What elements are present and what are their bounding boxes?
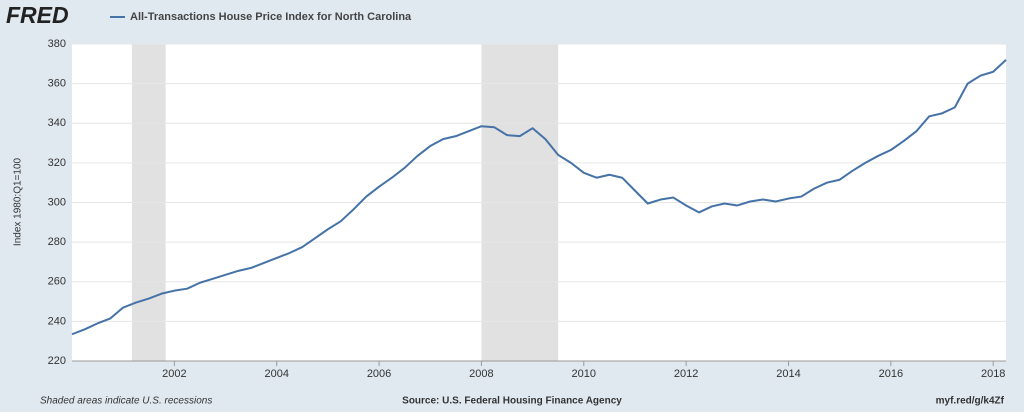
logo: FRED — [6, 2, 69, 28]
y-tick-label: 320 — [48, 157, 66, 169]
data-line — [71, 59, 1007, 336]
y-tick-label: 260 — [48, 276, 66, 288]
y-tick-label: 240 — [48, 315, 66, 327]
x-tick-label: 2006 — [367, 368, 391, 380]
footer-link[interactable]: myf.red/g/k4Zf — [936, 396, 1005, 407]
x-tick-label: 2004 — [264, 368, 288, 380]
x-tick-label: 2012 — [674, 368, 698, 380]
x-tick-label: 2010 — [572, 368, 596, 380]
x-tick-label: 2016 — [879, 368, 903, 380]
y-tick-label: 280 — [48, 236, 66, 248]
y-tick-label: 220 — [48, 355, 66, 367]
footer-source: Source: U.S. Federal Housing Finance Age… — [402, 396, 622, 407]
x-tick-label: 2002 — [162, 368, 186, 380]
y-tick-label: 360 — [48, 78, 66, 90]
x-tick-label: 2014 — [776, 368, 800, 380]
y-axis-label: Index 1980:Q1=100 — [13, 158, 24, 247]
y-tick-label: 380 — [48, 38, 66, 50]
y-tick-label: 340 — [48, 117, 66, 129]
legend-label[interactable]: All-Transactions House Price Index for N… — [130, 11, 412, 23]
x-tick-label: 2008 — [469, 368, 493, 380]
x-tick-label: 2018 — [981, 368, 1005, 380]
footer-note: Shaded areas indicate U.S. recessions — [40, 396, 212, 407]
y-tick-label: 300 — [48, 196, 66, 208]
